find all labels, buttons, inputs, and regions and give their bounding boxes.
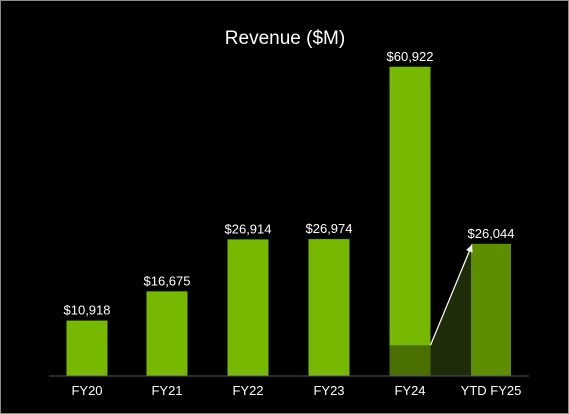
value-label-fy22: $26,914 — [225, 221, 272, 236]
growth-arrow-line — [429, 244, 473, 346]
value-label-fy21: $16,675 — [144, 273, 191, 288]
bar-fy20 — [66, 320, 108, 376]
tick-label-fy24: FY24 — [394, 383, 425, 398]
growth-shaded-band — [430, 243, 471, 376]
value-label-fy20: $10,918 — [64, 303, 111, 318]
bar-ytd-fy25 — [471, 243, 511, 376]
value-label-ytd-fy25: $26,044 — [468, 226, 515, 241]
tick-label-ytd-fy25: YTD FY25 — [461, 383, 522, 398]
tick-label-fy22: FY22 — [232, 383, 263, 398]
fy24-comparison-segment — [389, 345, 431, 376]
tick-label-fy20: FY20 — [71, 383, 102, 398]
tick-label-fy21: FY21 — [151, 383, 182, 398]
chart-marks: $10,918 $16,675 $26,914 $26,974 $60,922 $26,0… — [49, 49, 529, 398]
bar-fy22 — [227, 239, 269, 376]
bar-fy23 — [308, 239, 350, 376]
growth-arrow-head — [466, 244, 473, 253]
chart-title: Revenue ($M) — [225, 28, 345, 49]
bar-fy21 — [146, 291, 188, 376]
value-label-fy24: $60,922 — [387, 49, 434, 64]
tick-label-fy23: FY23 — [313, 383, 344, 398]
value-label-fy23: $26,974 — [306, 221, 353, 236]
bar-fy24 — [389, 66, 431, 377]
